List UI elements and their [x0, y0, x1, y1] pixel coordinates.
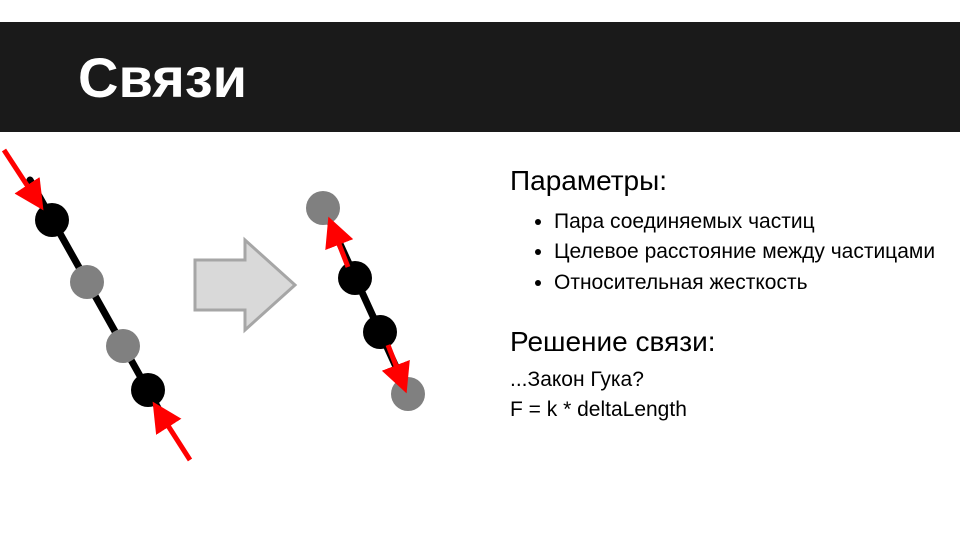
parameters-heading: Параметры: [510, 165, 940, 197]
solution-heading: Решение связи: [510, 326, 940, 358]
list-item: Пара соединяемых частиц [554, 207, 940, 237]
solution-line1: ...Закон Гука? [510, 368, 940, 392]
slide-title: Связи [78, 45, 247, 110]
solution-line2: F = k * deltaLength [510, 398, 940, 422]
list-item: Целевое расстояние между частицами [554, 237, 940, 267]
parameters-list: Пара соединяемых частиц Целевое расстоян… [554, 207, 940, 298]
text-content: Параметры: Пара соединяемых частиц Целев… [510, 165, 940, 428]
diagram-area [0, 140, 500, 500]
list-item: Относительная жесткость [554, 268, 940, 298]
constraint-diagram [0, 140, 500, 500]
title-bar: Связи [0, 22, 960, 132]
